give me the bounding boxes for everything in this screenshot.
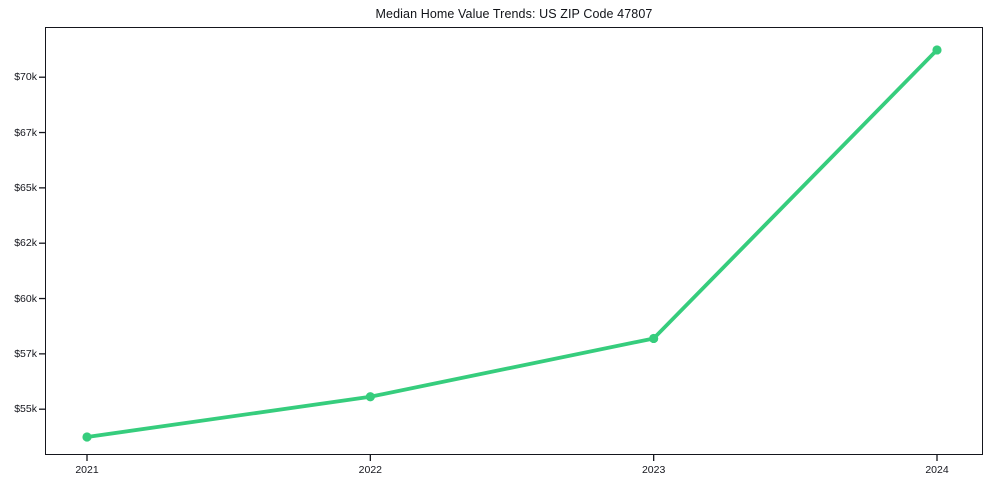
y-tick-label: $57k: [14, 347, 37, 360]
x-tick-label: 2023: [641, 464, 666, 476]
y-tick-label: $60k: [14, 292, 37, 305]
y-tick-label: $62k: [14, 237, 37, 250]
x-tick-label: 2022: [358, 464, 382, 476]
y-tick-label: $55k: [14, 403, 37, 416]
plot-area: [45, 27, 983, 455]
chart-title: Median Home Value Trends: US ZIP Code 47…: [375, 7, 653, 21]
x-tick-label: 2021: [75, 464, 99, 476]
x-tick-label: 2024: [925, 464, 949, 476]
y-tick-label: $67k: [14, 126, 37, 139]
y-tick-label: $65k: [14, 181, 37, 194]
y-tick-label: $70k: [14, 71, 37, 84]
